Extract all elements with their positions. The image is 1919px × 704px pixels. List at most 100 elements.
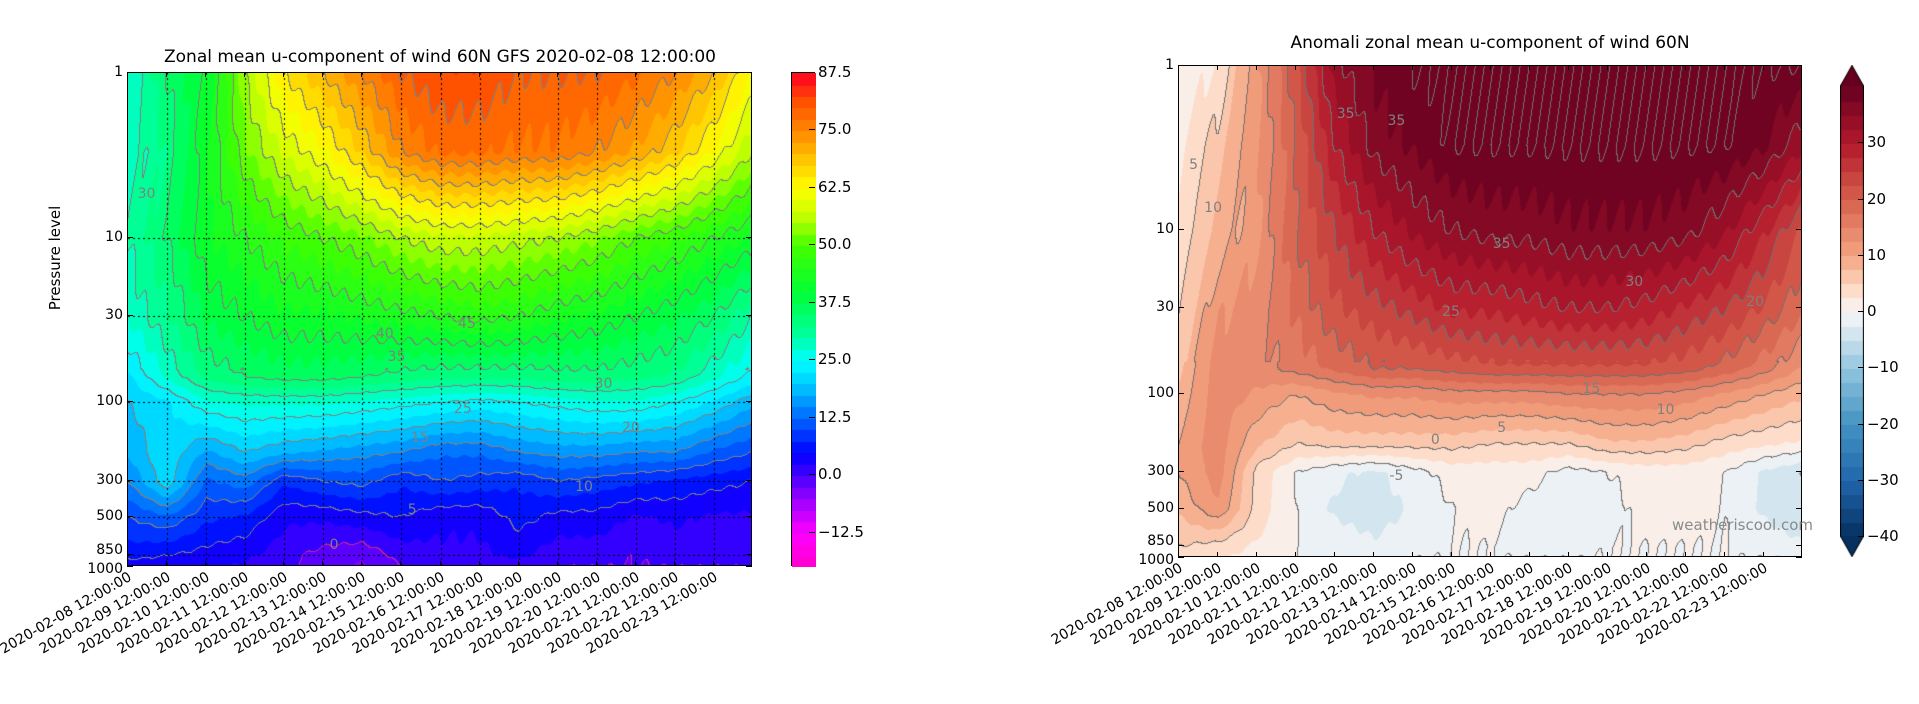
y-tick-label: 30 bbox=[1156, 299, 1174, 316]
x-tick-mark bbox=[166, 561, 168, 566]
colorbar-tick-label: 25.0 bbox=[818, 350, 852, 369]
contour-field bbox=[1179, 66, 1801, 556]
x-tick-mark bbox=[1334, 552, 1335, 557]
contour-label: 20 bbox=[1746, 294, 1765, 311]
y-tick-mark bbox=[746, 72, 752, 73]
y-tick-mark bbox=[746, 236, 752, 238]
x-tick-mark bbox=[1763, 65, 1764, 70]
colorbar-tick-mark bbox=[1858, 254, 1864, 256]
contour-label: 5 bbox=[407, 502, 417, 519]
x-tick-mark bbox=[439, 72, 441, 77]
x-tick-mark bbox=[1568, 552, 1569, 557]
y-tick-label: 30 bbox=[105, 307, 123, 324]
contour-label: 40 bbox=[375, 325, 394, 342]
colorbar-tick-label: 75.0 bbox=[818, 120, 852, 139]
y-tick-label: 500 bbox=[96, 508, 123, 525]
contour-label: 35 bbox=[1387, 113, 1406, 130]
x-tick-mark bbox=[1295, 65, 1296, 70]
colorbar-tick-label: −10 bbox=[1867, 358, 1899, 377]
x-tick-mark bbox=[1763, 552, 1764, 557]
colorbar-tick-mark bbox=[1858, 536, 1864, 537]
colorbar-tick-mark bbox=[809, 186, 815, 188]
x-tick-mark bbox=[556, 72, 558, 77]
colorbar-tick-mark bbox=[809, 531, 815, 533]
y-tick-mark bbox=[127, 479, 133, 481]
y-tick-label: 850 bbox=[96, 542, 123, 559]
x-tick-mark bbox=[361, 561, 363, 566]
x-tick-mark bbox=[166, 72, 168, 77]
colorbar-tick-label: 62.5 bbox=[818, 177, 852, 196]
y-tick-mark bbox=[127, 554, 133, 556]
left-colorbar bbox=[791, 72, 816, 567]
colorbar-tick-mark bbox=[809, 72, 815, 73]
y-tick-mark bbox=[127, 236, 133, 238]
contour-label: 30 bbox=[594, 376, 613, 393]
y-tick-mark bbox=[1796, 471, 1802, 473]
colorbar-tick-mark bbox=[809, 416, 815, 418]
y-tick-label: 100 bbox=[96, 393, 123, 410]
x-tick-mark bbox=[1529, 65, 1530, 70]
right-plot-area bbox=[1178, 65, 1802, 557]
x-tick-mark bbox=[1412, 552, 1413, 557]
contour-label: 35 bbox=[1492, 236, 1511, 253]
x-tick-mark bbox=[283, 72, 285, 77]
x-tick-mark bbox=[595, 561, 597, 566]
contour-label: 5 bbox=[1497, 420, 1507, 437]
colorbar-tick-mark bbox=[1858, 142, 1864, 144]
contour-label: 25 bbox=[1442, 303, 1460, 320]
y-tick-mark bbox=[746, 554, 752, 556]
x-tick-mark bbox=[322, 561, 324, 566]
x-tick-mark bbox=[1256, 552, 1257, 557]
x-tick-mark bbox=[1295, 552, 1296, 557]
x-tick-mark bbox=[1724, 552, 1725, 557]
x-tick-mark bbox=[1412, 65, 1413, 70]
colorbar-tick-label: 0.0 bbox=[818, 465, 842, 484]
y-tick-mark bbox=[1796, 393, 1802, 394]
contour-label: 0 bbox=[329, 537, 339, 554]
y-tick-label: 1000 bbox=[1138, 552, 1174, 568]
x-tick-mark bbox=[634, 72, 636, 77]
left-chart-title: Zonal mean u-component of wind 60N GFS 2… bbox=[163, 47, 717, 67]
y-tick-mark bbox=[127, 516, 133, 518]
x-tick-mark bbox=[1334, 65, 1335, 70]
colorbar-tick-mark bbox=[809, 244, 815, 246]
x-tick-mark bbox=[1568, 65, 1569, 70]
y-tick-label: 1000 bbox=[87, 561, 123, 577]
x-tick-mark bbox=[439, 561, 441, 566]
y-tick-mark bbox=[1178, 229, 1184, 230]
y-tick-mark bbox=[127, 315, 133, 317]
x-tick-mark bbox=[1373, 552, 1374, 557]
x-tick-mark bbox=[556, 561, 558, 566]
colorbar-tick-label: 20 bbox=[1867, 189, 1887, 208]
colorbar-tick-label: 37.5 bbox=[818, 292, 852, 311]
colorbar-tick-mark bbox=[809, 301, 815, 303]
x-tick-mark bbox=[283, 561, 285, 566]
colorbar-tick-mark bbox=[809, 129, 815, 131]
x-tick-mark bbox=[1529, 552, 1530, 557]
y-tick-label: 500 bbox=[1147, 499, 1174, 516]
colorbar-tick-label: 10 bbox=[1867, 245, 1887, 264]
x-tick-mark bbox=[1451, 65, 1452, 70]
x-tick-mark bbox=[673, 72, 675, 77]
colorbar-tick-label: 0 bbox=[1867, 302, 1877, 320]
colorbar-tick-mark bbox=[1858, 198, 1864, 200]
y-tick-mark bbox=[746, 566, 752, 567]
y-tick-mark bbox=[1178, 393, 1184, 394]
contour-label: 15 bbox=[411, 429, 429, 446]
y-tick-mark bbox=[1796, 65, 1802, 66]
y-tick-mark bbox=[1796, 557, 1802, 558]
x-tick-mark bbox=[1490, 552, 1491, 557]
y-tick-label: 10 bbox=[105, 228, 123, 245]
x-tick-mark bbox=[1490, 65, 1491, 70]
y-tick-mark bbox=[1178, 557, 1184, 558]
y-tick-label: 850 bbox=[1147, 533, 1174, 550]
contour-label: 30 bbox=[1625, 273, 1644, 290]
y-tick-mark bbox=[127, 72, 133, 73]
x-tick-mark bbox=[205, 561, 207, 566]
colorbar-tick-label: −20 bbox=[1867, 414, 1899, 433]
x-tick-mark bbox=[244, 561, 246, 566]
right-chart-title: Anomali zonal mean u-component of wind 6… bbox=[1290, 33, 1690, 53]
x-tick-mark bbox=[1217, 65, 1218, 70]
colorbar-tick-label: 12.5 bbox=[818, 407, 852, 426]
x-tick-mark bbox=[1217, 552, 1218, 557]
